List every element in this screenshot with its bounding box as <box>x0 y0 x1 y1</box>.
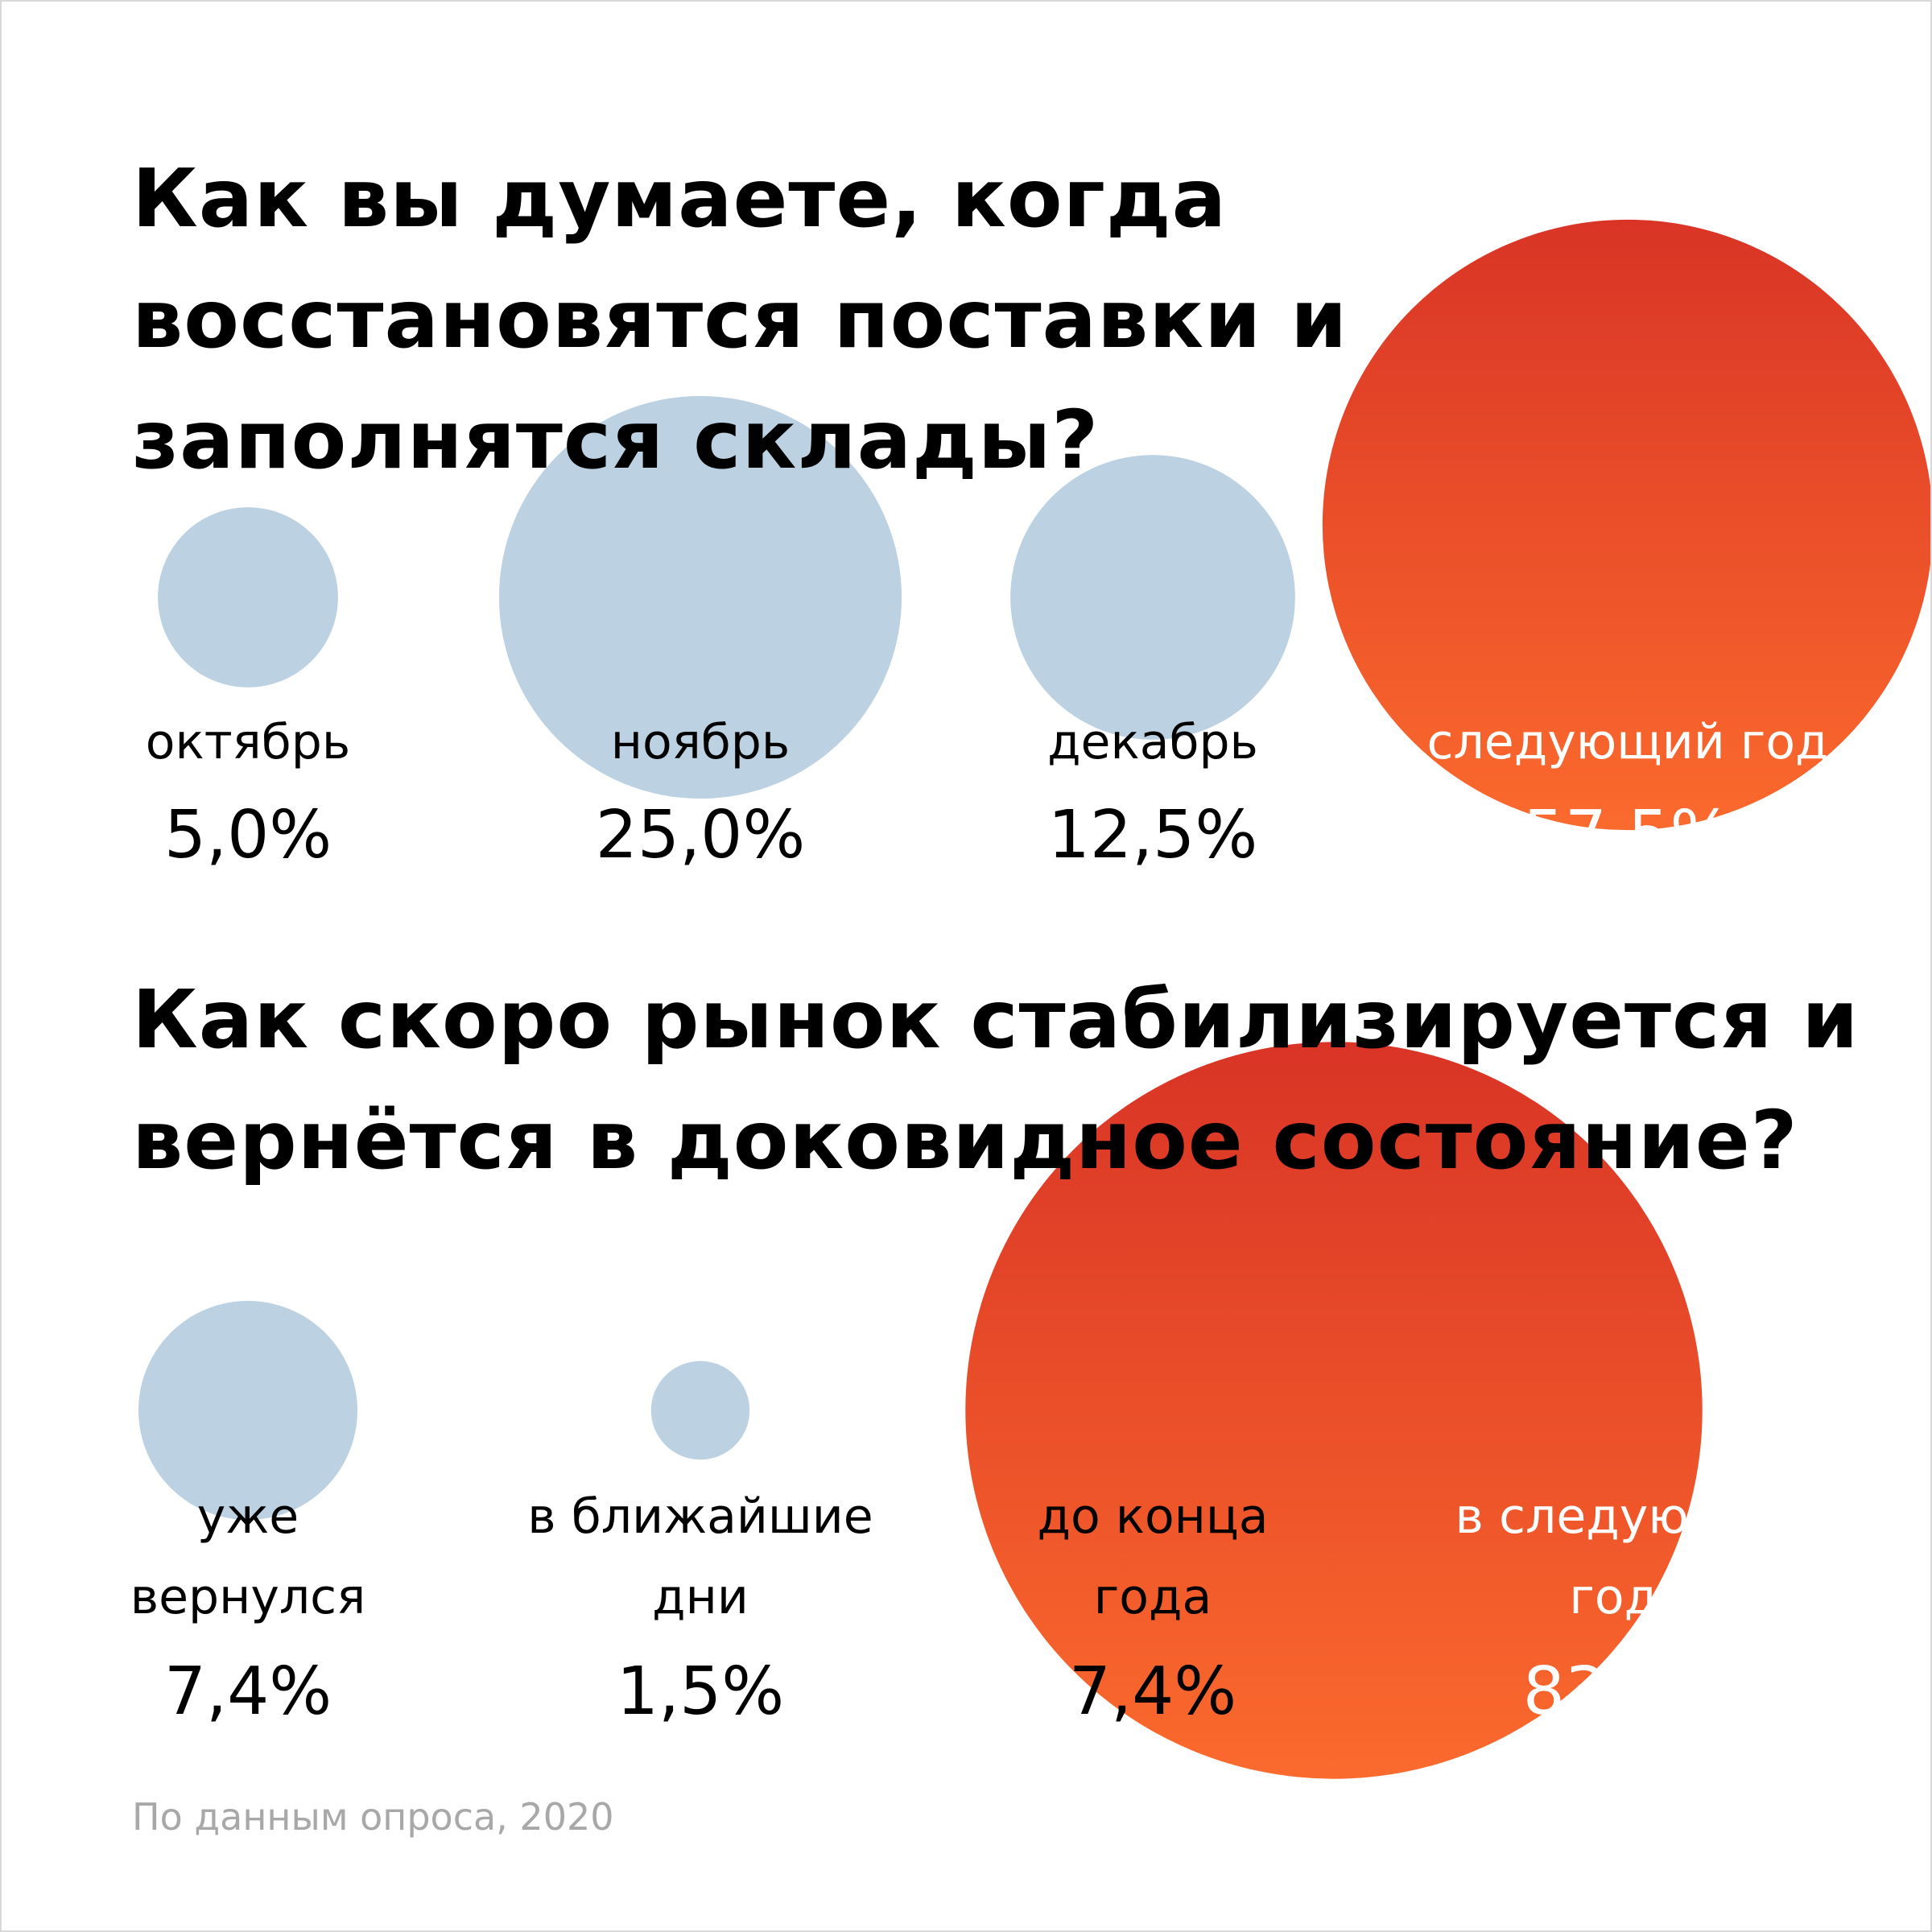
q2-category-line: до конца <box>1037 1488 1269 1545</box>
q2-category-line: уже <box>196 1488 299 1545</box>
bubble <box>1010 455 1295 740</box>
q2-category-line: вернулся <box>130 1569 366 1625</box>
q2-category-line: дни <box>652 1569 749 1625</box>
bubble <box>158 507 338 687</box>
q2-category-line: году <box>1569 1569 1686 1625</box>
bubble <box>650 1360 750 1460</box>
question-2-title: Как скоро рынок стабилизируется и вернёт… <box>132 972 1860 1187</box>
q1-category-label: следующий год <box>1426 714 1829 770</box>
q2-value-label: 83,8% <box>1522 1653 1733 1730</box>
chart-market-bubbles <box>138 396 1703 1779</box>
q1-category-label: декабрь <box>1047 714 1258 770</box>
q1-category-label: ноябрь <box>610 714 791 770</box>
q2-category-label: до конца года <box>943 1476 1362 1637</box>
q2-category-line: в ближайшие <box>527 1488 873 1545</box>
q1-value-label: 12,5% <box>1047 797 1258 873</box>
bubble <box>138 1300 358 1521</box>
bubble-next-year <box>965 1042 1703 1779</box>
bubble-next-year <box>1322 219 1930 831</box>
q1-value-label: 5,0% <box>163 797 332 873</box>
q2-value-label: 1,5% <box>616 1653 785 1730</box>
q2-category-label: уже вернулся <box>39 1476 457 1637</box>
q2-category-line: года <box>1093 1569 1212 1625</box>
q2-category-label: в следующем году <box>1418 1476 1837 1637</box>
q2-category-line: в следующем <box>1455 1488 1801 1545</box>
q2-category-label: в ближайшие дни <box>491 1476 910 1637</box>
q2-value-label: 7,4% <box>163 1653 332 1730</box>
q2-value-label: 7,4% <box>1068 1653 1237 1730</box>
q1-category-label: октябрь <box>145 714 351 770</box>
brand-logo: auto.ru <box>1542 1777 1808 1852</box>
q1-value-label: 57,5% <box>1522 797 1733 873</box>
bubble <box>499 396 902 799</box>
source-footnote: По данным опроса, 2020 <box>132 1795 614 1839</box>
question-1-title: Как вы думаете, когда восстановятся пост… <box>132 151 1348 487</box>
q1-value-label: 25,0% <box>595 797 806 873</box>
